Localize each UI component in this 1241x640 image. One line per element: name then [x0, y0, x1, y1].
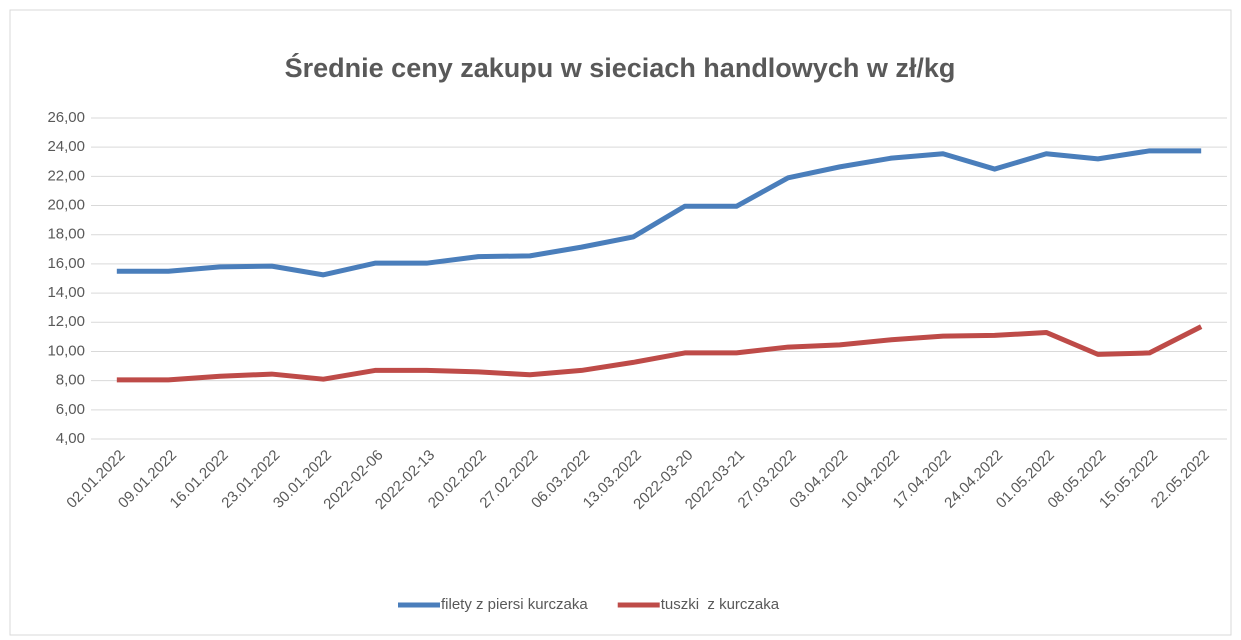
series-line: [116, 324, 1203, 383]
y-tick-label: 24,00: [47, 138, 85, 155]
y-tick-label: 10,00: [47, 342, 85, 359]
y-tick-label: 18,00: [47, 226, 85, 243]
y-tick-label: 8,00: [56, 372, 85, 389]
y-tick-label: 4,00: [56, 430, 85, 447]
y-tick-label: 16,00: [47, 255, 85, 272]
series-line: [116, 148, 1202, 278]
chart-title: Średnie ceny zakupu w sieciach handlowyc…: [285, 52, 956, 83]
y-tick-label: 6,00: [56, 401, 85, 418]
y-tick-label: 26,00: [47, 109, 85, 126]
y-tick-label: 14,00: [47, 284, 85, 301]
y-tick-label: 12,00: [47, 313, 85, 330]
legend-label: filety z piersi kurczaka: [441, 596, 588, 613]
y-tick-label: 22,00: [47, 167, 85, 184]
y-tick-label: 20,00: [47, 197, 85, 214]
legend-label: tuszki z kurczaka: [661, 596, 780, 613]
